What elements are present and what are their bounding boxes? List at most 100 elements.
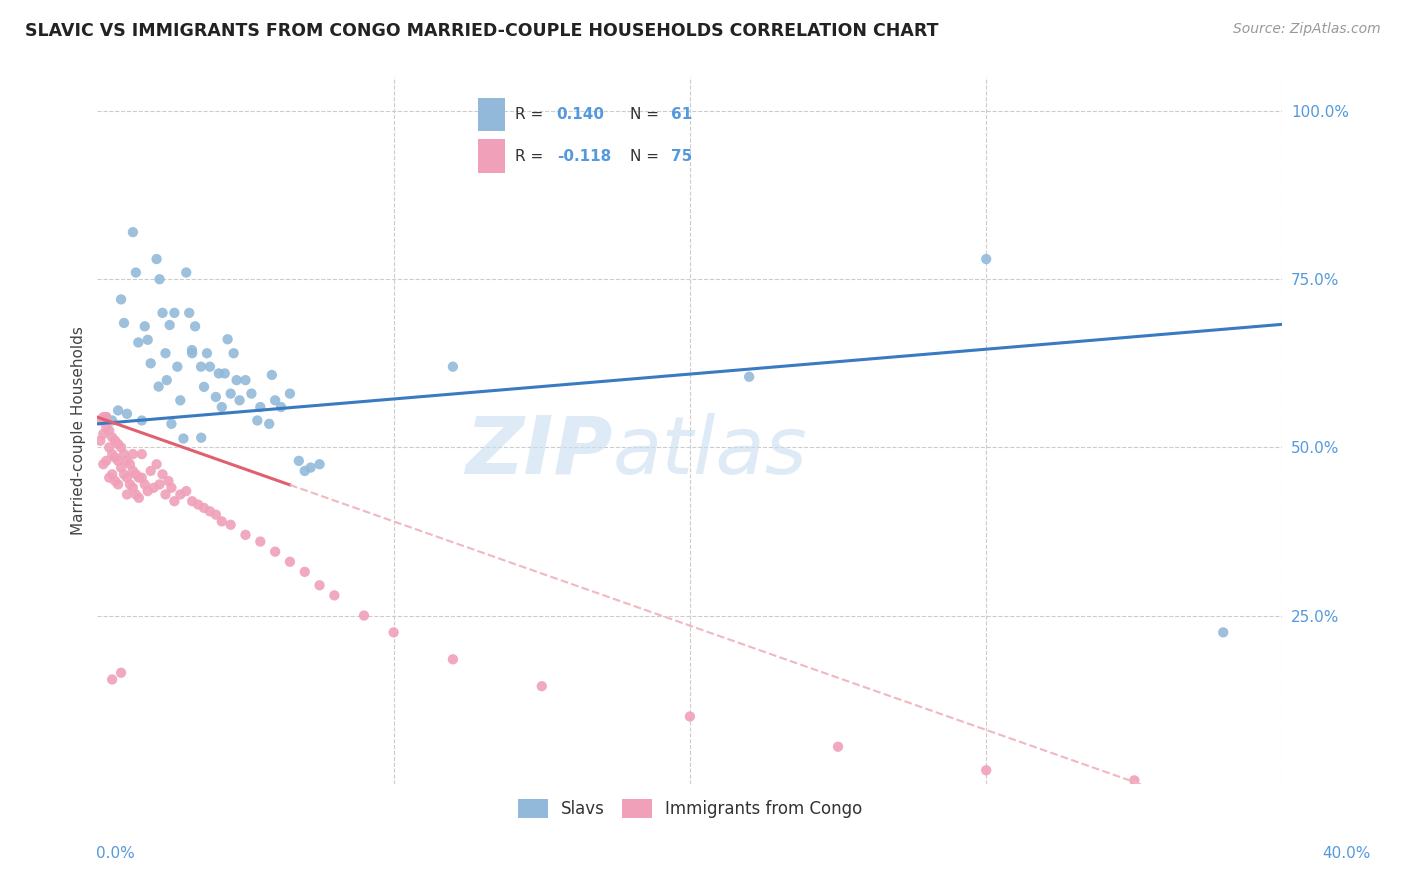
Point: [211, 515, 233, 529]
Point: [134, 319, 156, 334]
Point: [174, 266, 197, 280]
Point: [827, 739, 849, 754]
Point: [115, 454, 138, 468]
Point: [181, 343, 204, 357]
Point: [260, 368, 283, 382]
Point: [89, 434, 111, 448]
Point: [353, 608, 375, 623]
Point: [205, 390, 228, 404]
Point: [136, 333, 159, 347]
Point: [128, 471, 150, 485]
Point: [208, 367, 231, 381]
Point: [278, 386, 301, 401]
Point: [131, 413, 153, 427]
Text: 40.0%: 40.0%: [1323, 846, 1371, 861]
Point: [214, 367, 236, 381]
Point: [159, 318, 181, 332]
Point: [288, 454, 311, 468]
Point: [134, 477, 156, 491]
Text: atlas: atlas: [613, 413, 807, 491]
Point: [249, 400, 271, 414]
Point: [382, 625, 405, 640]
Point: [96, 410, 118, 425]
Point: [219, 386, 242, 401]
Point: [110, 441, 132, 455]
Point: [122, 447, 145, 461]
Point: [441, 359, 464, 374]
Point: [228, 393, 250, 408]
Point: [246, 413, 269, 427]
Point: [96, 420, 118, 434]
Point: [270, 400, 292, 414]
Point: [139, 356, 162, 370]
Y-axis label: Married-couple Households: Married-couple Households: [72, 326, 86, 535]
Point: [122, 225, 145, 239]
Point: [264, 393, 287, 408]
Point: [160, 417, 183, 431]
Point: [131, 447, 153, 461]
Point: [219, 517, 242, 532]
Point: [125, 487, 148, 501]
Point: [163, 494, 186, 508]
Point: [107, 477, 129, 491]
Point: [308, 578, 330, 592]
Point: [145, 252, 167, 266]
Point: [107, 454, 129, 468]
Point: [118, 477, 141, 491]
Point: [235, 373, 257, 387]
Point: [127, 335, 149, 350]
Point: [148, 379, 170, 393]
Legend: Slavs, Immigrants from Congo: Slavs, Immigrants from Congo: [510, 792, 869, 825]
Point: [257, 417, 280, 431]
Point: [166, 359, 188, 374]
Point: [441, 652, 464, 666]
Text: Source: ZipAtlas.com: Source: ZipAtlas.com: [1233, 22, 1381, 37]
Point: [112, 467, 135, 482]
Point: [101, 467, 124, 482]
Point: [174, 484, 197, 499]
Point: [211, 400, 233, 414]
Point: [205, 508, 228, 522]
Point: [142, 481, 165, 495]
Point: [184, 319, 207, 334]
Point: [169, 393, 191, 408]
Point: [115, 407, 138, 421]
Point: [217, 332, 239, 346]
Point: [160, 481, 183, 495]
Point: [107, 437, 129, 451]
Point: [1123, 773, 1146, 788]
Point: [98, 424, 121, 438]
Point: [156, 373, 179, 387]
Point: [107, 403, 129, 417]
Point: [179, 306, 201, 320]
Point: [110, 665, 132, 680]
Point: [101, 447, 124, 461]
Point: [125, 266, 148, 280]
Point: [157, 474, 180, 488]
Point: [195, 346, 218, 360]
Point: [679, 709, 702, 723]
Point: [110, 460, 132, 475]
Point: [193, 380, 215, 394]
Point: [235, 528, 257, 542]
Point: [91, 426, 114, 441]
Point: [155, 346, 177, 360]
Text: 0.0%: 0.0%: [96, 846, 135, 861]
Point: [299, 460, 322, 475]
Point: [104, 434, 127, 448]
Point: [112, 316, 135, 330]
Point: [190, 431, 212, 445]
Point: [278, 555, 301, 569]
Point: [101, 673, 124, 687]
Point: [148, 272, 170, 286]
Point: [96, 454, 118, 468]
Point: [155, 487, 177, 501]
Point: [193, 500, 215, 515]
Point: [91, 410, 114, 425]
Point: [323, 588, 346, 602]
Point: [122, 464, 145, 478]
Point: [240, 386, 263, 401]
Point: [148, 477, 170, 491]
Point: [104, 450, 127, 465]
Point: [169, 487, 191, 501]
